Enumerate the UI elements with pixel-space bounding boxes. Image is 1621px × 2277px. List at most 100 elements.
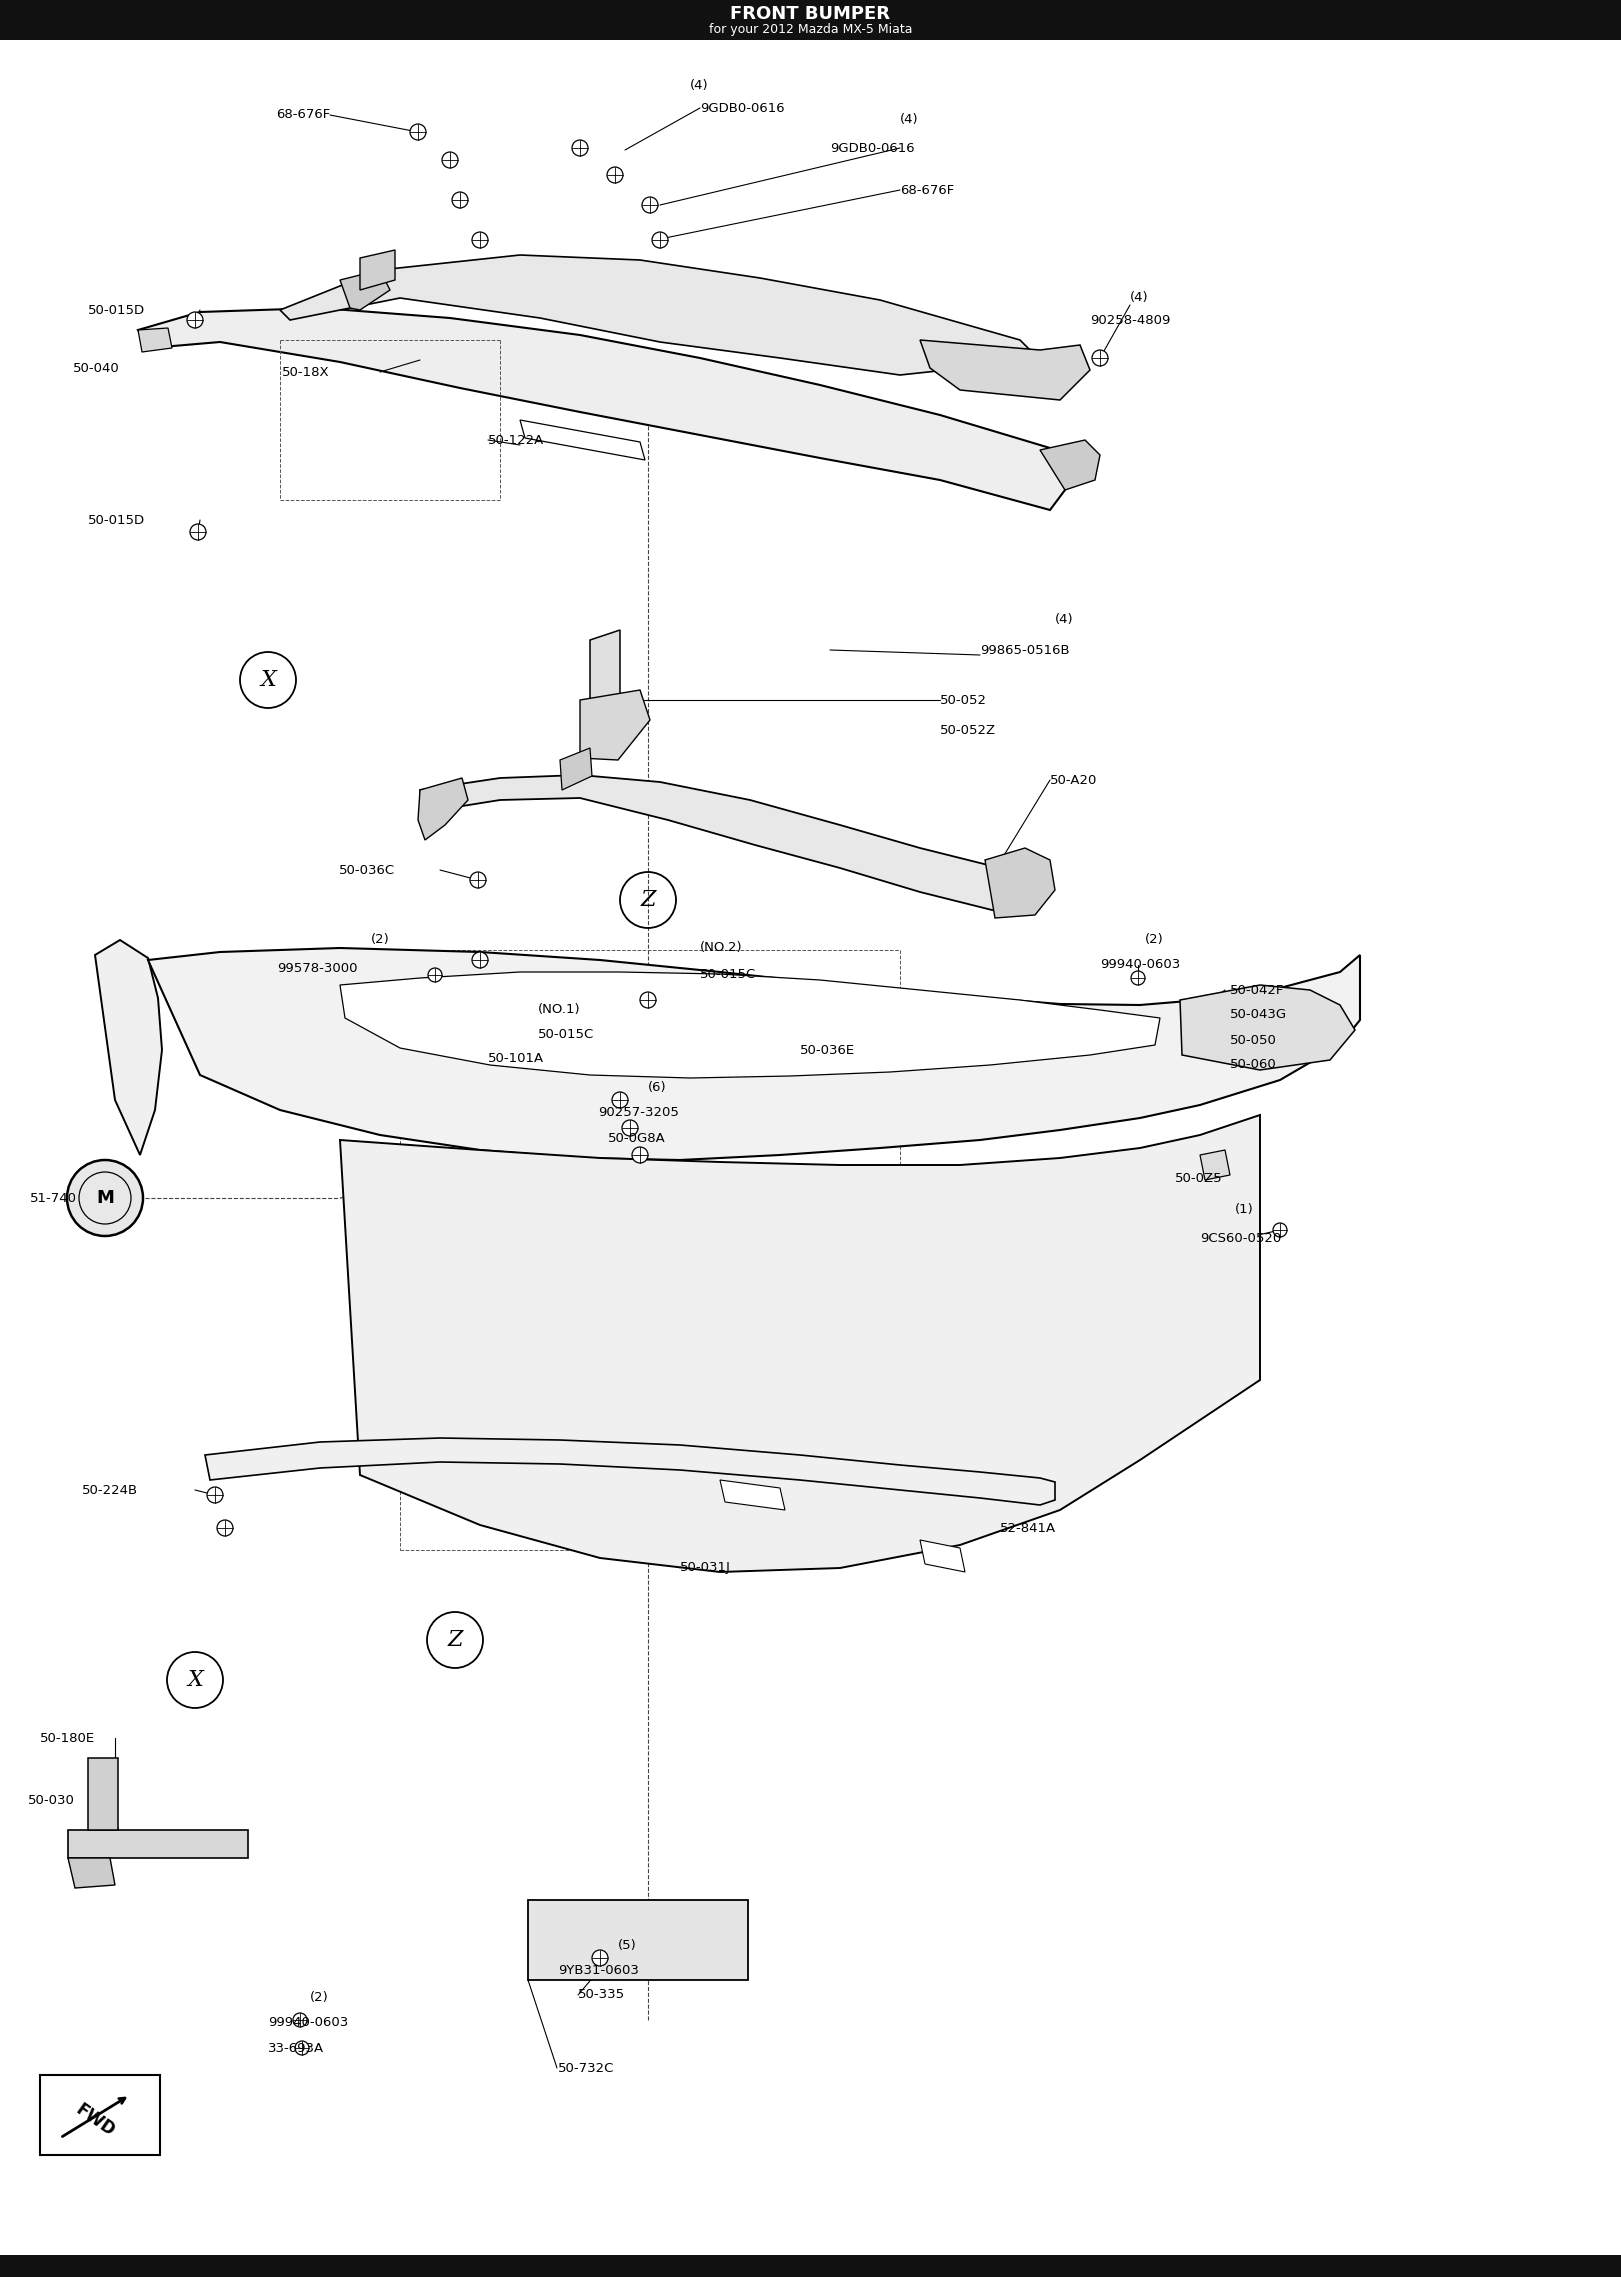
- Polygon shape: [1041, 439, 1101, 490]
- Polygon shape: [68, 1858, 115, 1888]
- Text: 50-052Z: 50-052Z: [940, 724, 997, 735]
- Polygon shape: [418, 779, 468, 840]
- Polygon shape: [280, 255, 1041, 376]
- Circle shape: [66, 1159, 143, 1236]
- Polygon shape: [1180, 986, 1355, 1070]
- Circle shape: [207, 1487, 224, 1503]
- Bar: [0, 2254, 1621, 2277]
- Text: (6): (6): [648, 1082, 666, 1095]
- Text: 50-0Z5: 50-0Z5: [1175, 1170, 1222, 1184]
- Text: (1): (1): [1235, 1205, 1253, 1216]
- Polygon shape: [580, 690, 650, 761]
- Text: 50-18X: 50-18X: [282, 367, 331, 378]
- Text: 50-060: 50-060: [1230, 1059, 1277, 1072]
- Text: 50-180E: 50-180E: [41, 1731, 96, 1744]
- Text: 50-224B: 50-224B: [83, 1485, 138, 1496]
- Text: 50-031J: 50-031J: [679, 1562, 731, 1573]
- Circle shape: [622, 1120, 639, 1136]
- Text: 50-101A: 50-101A: [488, 1052, 545, 1066]
- Bar: [0, 0, 1621, 41]
- Circle shape: [640, 993, 657, 1009]
- Text: 50-052: 50-052: [940, 694, 987, 706]
- Text: 9GDB0-0616: 9GDB0-0616: [830, 141, 914, 155]
- Circle shape: [613, 1093, 627, 1109]
- Text: 9YB31-0603: 9YB31-0603: [558, 1963, 639, 1976]
- Text: 50-015C: 50-015C: [700, 968, 757, 981]
- Text: 99940-0603: 99940-0603: [1101, 959, 1180, 972]
- Circle shape: [428, 968, 443, 981]
- Polygon shape: [340, 972, 1161, 1077]
- Text: 68-676F: 68-676F: [276, 109, 331, 121]
- Polygon shape: [1200, 1150, 1230, 1179]
- Circle shape: [472, 952, 488, 968]
- Polygon shape: [340, 1116, 1260, 1571]
- Text: (2): (2): [310, 1992, 329, 2004]
- Circle shape: [592, 1949, 608, 1965]
- Polygon shape: [68, 1831, 248, 1858]
- Text: (4): (4): [1130, 291, 1149, 305]
- Text: (2): (2): [371, 934, 391, 947]
- Polygon shape: [921, 339, 1089, 401]
- Circle shape: [293, 2013, 306, 2027]
- Text: (5): (5): [618, 1938, 637, 1951]
- Text: (2): (2): [1144, 934, 1164, 947]
- Text: 50-015D: 50-015D: [88, 515, 144, 526]
- Circle shape: [1093, 351, 1109, 367]
- Circle shape: [452, 191, 468, 207]
- Circle shape: [1272, 1223, 1287, 1236]
- Polygon shape: [138, 328, 172, 353]
- Text: (NO.2): (NO.2): [700, 940, 742, 954]
- Text: 52-841A: 52-841A: [1000, 1521, 1057, 1535]
- Polygon shape: [148, 947, 1360, 1159]
- Text: 68-676F: 68-676F: [900, 184, 955, 196]
- Text: FWD: FWD: [71, 2099, 118, 2140]
- Circle shape: [642, 198, 658, 214]
- Text: 50-732C: 50-732C: [558, 2061, 614, 2074]
- Text: 50-050: 50-050: [1230, 1034, 1277, 1047]
- Polygon shape: [340, 271, 391, 310]
- Polygon shape: [921, 1539, 964, 1571]
- Text: X: X: [259, 669, 276, 690]
- Text: for your 2012 Mazda MX-5 Miata: for your 2012 Mazda MX-5 Miata: [708, 23, 913, 36]
- Circle shape: [572, 139, 588, 157]
- Text: FRONT BUMPER: FRONT BUMPER: [731, 5, 890, 23]
- Text: X: X: [186, 1669, 203, 1692]
- Text: 50-030: 50-030: [28, 1794, 75, 1806]
- Polygon shape: [986, 847, 1055, 918]
- Text: 50-036E: 50-036E: [801, 1043, 856, 1057]
- Polygon shape: [520, 419, 645, 460]
- Circle shape: [472, 232, 488, 248]
- Text: 50-015C: 50-015C: [538, 1029, 595, 1041]
- Text: Z: Z: [640, 888, 657, 911]
- Bar: [41, 2074, 160, 2154]
- Text: 33-693A: 33-693A: [267, 2042, 324, 2054]
- Circle shape: [606, 166, 622, 182]
- Text: 90257-3205: 90257-3205: [598, 1107, 679, 1118]
- Text: 50-042F: 50-042F: [1230, 984, 1284, 997]
- Text: 50-122A: 50-122A: [488, 433, 545, 446]
- Circle shape: [410, 123, 426, 139]
- Text: 50-335: 50-335: [579, 1988, 626, 2001]
- Polygon shape: [96, 940, 162, 1154]
- Circle shape: [190, 524, 206, 540]
- Text: 51-740: 51-740: [31, 1191, 78, 1205]
- Circle shape: [186, 312, 203, 328]
- Text: (4): (4): [900, 114, 919, 128]
- Text: 99865-0516B: 99865-0516B: [981, 644, 1070, 656]
- Circle shape: [1131, 970, 1144, 986]
- Polygon shape: [528, 1899, 747, 1981]
- Polygon shape: [420, 774, 1020, 913]
- Polygon shape: [88, 1758, 118, 1831]
- Text: (4): (4): [691, 77, 708, 91]
- Polygon shape: [590, 631, 619, 710]
- Text: (NO.1): (NO.1): [538, 1004, 580, 1016]
- Text: Z: Z: [447, 1628, 462, 1651]
- Text: 99578-3000: 99578-3000: [277, 961, 358, 975]
- Circle shape: [295, 2040, 310, 2056]
- Text: 90258-4809: 90258-4809: [1089, 314, 1170, 326]
- Text: 50-043G: 50-043G: [1230, 1009, 1287, 1022]
- Circle shape: [470, 872, 486, 888]
- Text: 99940-0603: 99940-0603: [267, 2015, 349, 2029]
- Circle shape: [217, 1521, 233, 1537]
- Polygon shape: [559, 749, 592, 790]
